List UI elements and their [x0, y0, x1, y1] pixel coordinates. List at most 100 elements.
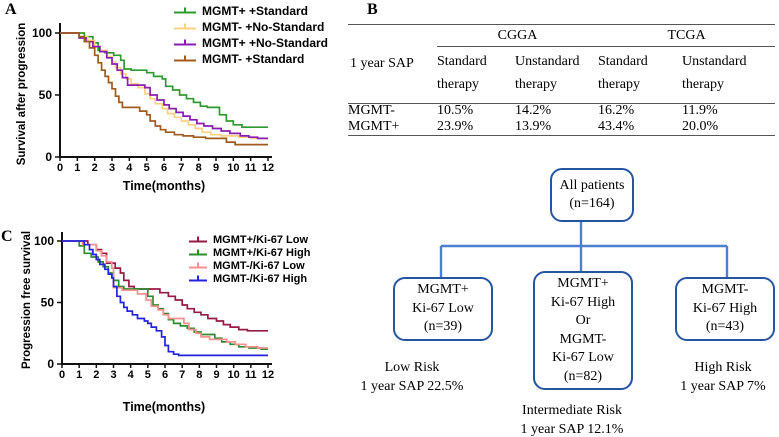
- panel-a-legend: MGMT+ +Standard MGMT- +No-Standard MGMT+ +…: [173, 3, 328, 67]
- caption-intermediate-risk: Intermediate Risk 1 year SAP 12.1%: [492, 401, 652, 437]
- legend-item-mgmt-ki-67-low: MGMT+/Ki-67 Low: [188, 233, 310, 246]
- x-tick-label: 12: [262, 369, 274, 381]
- km-curve-mgmt-ki-67-low: [62, 240, 268, 349]
- x-tick-label: 10: [228, 369, 240, 381]
- flowchart-box-high-risk: MGMT- Ki-67 High (n=43): [675, 277, 775, 341]
- y-tick-label: 0: [47, 357, 54, 371]
- x-tick-label: 12: [262, 162, 274, 174]
- x-tick-label: 10: [227, 162, 239, 174]
- table-cell: 11.9%: [682, 103, 718, 118]
- box-line: Ki-67 Low: [412, 300, 474, 316]
- y-tick-label: 100: [32, 26, 52, 40]
- y-tick-label: 100: [34, 234, 54, 248]
- x-tick-label: 1: [76, 369, 82, 381]
- caption-line: Intermediate Risk: [522, 403, 622, 418]
- legend-marker-icon: [189, 275, 207, 281]
- subheader-line: Standard: [437, 54, 487, 69]
- legend-label: MGMT+/Ki-67 Low: [213, 233, 309, 246]
- legend-item-mgmt-no-standard: MGMT+ +No-Standard: [173, 35, 328, 51]
- x-tick-label: 9: [213, 162, 219, 174]
- km-curve-mgmt-no-standard: [60, 32, 268, 140]
- caption-low-risk: Low Risk 1 year SAP 22.5%: [337, 358, 487, 396]
- x-tick-label: 5: [144, 162, 150, 174]
- box-line: (n=39): [423, 319, 463, 335]
- caption-line: Low Risk: [384, 360, 440, 375]
- km-curve-mgmt-standard: [60, 32, 268, 146]
- x-tick-label: 9: [213, 369, 219, 381]
- table-cell: 10.5%: [437, 103, 474, 118]
- box-line: MGMT-: [559, 331, 607, 347]
- legend-marker-icon: [174, 23, 196, 30]
- legend-marker-icon: [189, 236, 207, 242]
- legend-label: MGMT+/Ki-67 High: [213, 246, 311, 259]
- table-bottom-rule: [348, 135, 775, 136]
- table-subheader: Unstandard therapy: [515, 47, 598, 103]
- x-tick-label: 2: [93, 369, 99, 381]
- x-tick-label: 3: [109, 162, 115, 174]
- x-tick-label: 4: [128, 369, 135, 381]
- legend-marker-icon: [174, 39, 196, 46]
- x-tick-label: 6: [162, 369, 168, 381]
- table-row-header: 1 year SAP: [350, 56, 414, 71]
- x-tick-label: 4: [126, 162, 133, 174]
- subheader-line: therapy: [682, 77, 724, 92]
- legend-item-mgmt-ki-67-low: MGMT-/Ki-67 Low: [188, 259, 310, 272]
- legend-label: MGMT-/Ki-67 Low: [213, 259, 305, 272]
- table-cell: 20.0%: [682, 119, 719, 134]
- table-cell: 13.9%: [515, 119, 552, 134]
- km-curve-mgmt-no-standard: [60, 32, 268, 140]
- box-line: All patients: [559, 177, 625, 193]
- x-tick-label: 7: [179, 369, 185, 381]
- legend-item-mgmt-standard: MGMT- +Standard: [173, 51, 328, 67]
- y-tick-label: 50: [39, 88, 53, 102]
- flowchart-box-intermediate-risk: MGMT+ Ki-67 High Or MGMT- Ki-67 Low (n=8…: [533, 271, 633, 390]
- km-curve-mgmt-ki-67-high: [62, 240, 268, 357]
- box-line: Or: [575, 313, 591, 328]
- panel-b-label: B: [367, 1, 378, 18]
- x-tick-label: 3: [110, 369, 116, 381]
- box-line: Ki-67 High: [550, 294, 616, 310]
- table-group-header-cgga: CGGA: [437, 25, 598, 47]
- caption-line: 1 year SAP 12.1%: [520, 422, 624, 437]
- flowchart-box-all-patients: All patients (n=164): [550, 168, 634, 222]
- box-line: Ki-67 Low: [552, 350, 614, 365]
- x-tick-label: 2: [92, 162, 98, 174]
- caption-line: High Risk: [694, 360, 752, 375]
- subheader-line: Standard: [598, 54, 648, 69]
- subheader-line: therapy: [437, 77, 479, 92]
- x-tick-label: 8: [196, 369, 202, 381]
- legend-label: MGMT- +Standard: [202, 52, 305, 66]
- table-cell: 16.2%: [598, 103, 635, 118]
- x-tick-label: 1: [74, 162, 80, 174]
- subheader-line: Unstandard: [515, 54, 580, 69]
- table-subheader: Standard therapy: [437, 47, 515, 103]
- table-cell: 14.2%: [515, 103, 552, 118]
- table-mid-rule: [348, 103, 775, 104]
- table-row-label: MGMT+: [348, 119, 400, 134]
- one-year-sap-table: 1 year SAP CGGA TCGA Standard therapy Un…: [348, 24, 775, 138]
- flowchart-connectors: [439, 222, 729, 277]
- flowchart-box-low-risk: MGMT+ Ki-67 Low (n=39): [393, 277, 493, 341]
- table-cell: 43.4%: [598, 119, 635, 134]
- panel-c-label: C: [1, 228, 13, 245]
- x-tick-label: 11: [245, 162, 257, 174]
- subheader-line: therapy: [515, 77, 557, 92]
- legend-item-mgmt-no-standard: MGMT- +No-Standard: [173, 19, 328, 35]
- x-tick-label: 5: [145, 369, 151, 381]
- legend-marker-icon: [189, 249, 207, 255]
- panel-a-x-axis-title: Time(months): [122, 179, 206, 193]
- x-tick-label: 0: [59, 369, 65, 381]
- legend-label: MGMT+ +No-Standard: [202, 36, 329, 50]
- box-line: (n=82): [563, 368, 603, 384]
- table-row-label: MGMT-: [348, 103, 395, 118]
- caption-high-risk: High Risk 1 year SAP 7%: [648, 358, 779, 396]
- box-line: MGMT-: [701, 282, 749, 298]
- subheader-line: Unstandard: [682, 54, 747, 69]
- subheader-line: therapy: [598, 77, 640, 92]
- table-subheader: Unstandard therapy: [682, 47, 775, 103]
- legend-label: MGMT- +No-Standard: [202, 20, 325, 34]
- legend-item-mgmt-standard: MGMT+ +Standard: [173, 3, 328, 19]
- x-tick-label: 0: [57, 162, 63, 174]
